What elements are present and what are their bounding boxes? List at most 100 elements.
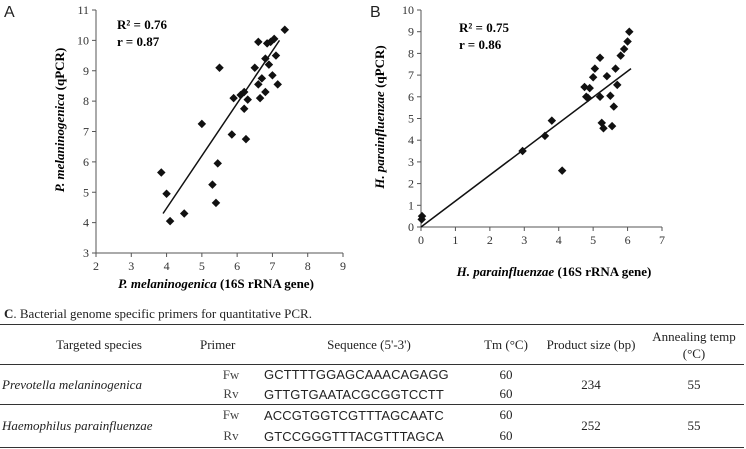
header-primer: Primer: [200, 336, 236, 352]
scatter-chart-b: B 0 1 2 3 4 5 6 7 0 1 2 3 4 5 6 7 8 9 10 R² = 0.75 r = 0.8…: [370, 3, 665, 279]
y-tick-label: 6: [83, 155, 89, 169]
data-point: [254, 37, 263, 47]
annealing-cell: 55: [687, 376, 701, 392]
header-product-size: Product size (bp): [546, 336, 636, 352]
header-species: Targeted species: [56, 336, 142, 352]
data-point: [213, 159, 222, 168]
header-tm: Tm (°C): [484, 336, 528, 352]
x-tick-label: 5: [590, 233, 596, 247]
data-point: [540, 131, 550, 141]
r-annotation-b: r = 0.86: [459, 37, 502, 52]
y-tick-label: 10: [402, 3, 414, 17]
x-tick-label: 8: [305, 259, 311, 273]
data-point: [280, 25, 290, 34]
data-point: [241, 134, 251, 144]
data-point: [269, 34, 279, 44]
x-tick-label: 3: [128, 259, 134, 273]
data-point: [271, 51, 281, 60]
y-tick-label: 8: [83, 94, 89, 108]
data-point: [211, 198, 221, 208]
plot-area-b: 0 1 2 3 4 5 6 7 0 1 2 3 4 5 6 7 8 9 10: [402, 3, 665, 247]
sequence-cell: GCTTTTGGAGCAAACAGAGG: [264, 367, 449, 383]
product-size-cell: 234: [581, 376, 601, 392]
data-point: [208, 180, 217, 189]
trend-line: [162, 39, 281, 214]
data-point: [179, 209, 189, 218]
tm-cell: 60: [499, 407, 513, 423]
x-tick-label: 9: [340, 259, 346, 273]
primer-cell: Rv: [223, 386, 239, 402]
header-annealing-temp: Annealing temp (°C): [652, 328, 736, 361]
y-tick-label: 6: [408, 90, 414, 104]
table-row: Rv GTTGTGAATACGCGGTCCTT 60: [0, 385, 744, 405]
y-tick-label: 9: [83, 64, 89, 78]
data-point: [162, 189, 171, 199]
species-cell: Prevotella melaninogenica: [2, 376, 142, 392]
table-row: Rv GTCCGGGTTTACGTTTAGCA 60: [0, 426, 744, 448]
data-point: [588, 73, 598, 82]
x-axis-label-b: H. parainfluenzae (16S rRNA gene): [456, 264, 652, 279]
data-point: [585, 83, 594, 93]
x-tick-label: 5: [199, 259, 205, 273]
tm-cell: 60: [499, 428, 513, 444]
r-squared-annotation-b: R² = 0.75: [459, 20, 509, 35]
primer-cell: Fw: [222, 366, 240, 382]
sequence-cell: ACCGTGGTCGTTTAGCAATC: [264, 407, 444, 423]
y-tick-label: 3: [83, 246, 89, 260]
tm-cell: 60: [499, 366, 513, 382]
y-tick-label: 8: [408, 46, 414, 60]
data-point: [197, 119, 207, 129]
data-point: [255, 93, 265, 103]
data-point: [157, 168, 166, 177]
x-tick-label: 7: [659, 233, 665, 247]
data-point: [619, 44, 629, 54]
primer-table: Targeted species Primer Sequence (5'-3')…: [0, 324, 744, 448]
x-tick-label: 4: [556, 233, 562, 247]
data-point: [625, 27, 634, 36]
r-annotation-a: r = 0.87: [117, 34, 160, 49]
y-tick-label: 10: [77, 33, 89, 47]
data-point: [623, 37, 632, 46]
data-point: [261, 54, 270, 63]
data-point: [273, 80, 282, 89]
data-point: [239, 104, 249, 113]
y-tick-label: 5: [408, 112, 414, 126]
sequence-cell: GTCCGGGTTTACGTTTAGCA: [264, 428, 444, 444]
data-point: [590, 64, 600, 73]
data-point: [268, 71, 277, 80]
data-point: [611, 64, 620, 73]
data-point: [606, 91, 615, 100]
table-row: Haemophilus parainfluenzae Fw ACCGTGGTCG…: [0, 405, 744, 433]
y-tick-label: 7: [408, 68, 414, 82]
data-point: [243, 95, 252, 104]
y-tick-label: 0: [408, 220, 414, 234]
caption-letter: C: [4, 306, 14, 321]
data-point: [227, 130, 237, 139]
table-header-row: Targeted species Primer Sequence (5'-3')…: [0, 324, 744, 365]
data-point: [518, 146, 527, 156]
x-axis-label-a: P. melaninogenica (16S rRNA gene): [118, 276, 314, 291]
data-point: [616, 51, 625, 60]
y-tick-label: 3: [408, 155, 414, 169]
data-point: [165, 216, 175, 226]
data-point: [595, 53, 605, 62]
data-point: [250, 63, 260, 72]
x-tick-label: 0: [418, 233, 424, 247]
data-point: [239, 87, 249, 97]
caption-text: . Bacterial genome specific primers for …: [13, 306, 312, 321]
data-point: [602, 71, 612, 81]
tm-cell: 60: [499, 386, 513, 402]
data-point: [261, 87, 270, 97]
y-tick-label: 11: [77, 3, 89, 17]
data-point: [229, 93, 238, 103]
x-tick-label: 4: [164, 259, 170, 273]
panel-letter-a: A: [4, 4, 15, 21]
data-point: [215, 63, 224, 72]
y-tick-label: 2: [408, 177, 414, 191]
data-point: [609, 102, 619, 111]
x-tick-label: 6: [234, 259, 240, 273]
y-tick-label: 9: [408, 25, 414, 39]
product-size-cell: 252: [581, 418, 601, 433]
header-sequence: Sequence (5'-3'): [327, 336, 411, 352]
